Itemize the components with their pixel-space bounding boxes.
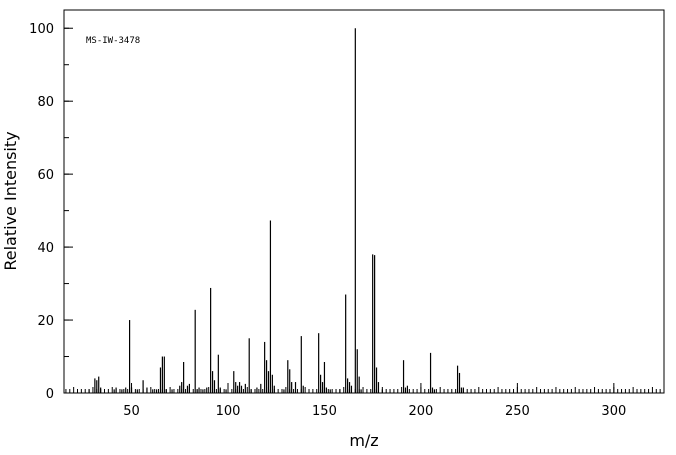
x-tick-label: 200: [408, 404, 433, 419]
y-tick-label: 20: [37, 314, 54, 329]
y-axis-label: Relative Intensity: [1, 131, 20, 270]
y-tick-label: 0: [46, 387, 54, 402]
plot-frame: [63, 9, 665, 394]
y-tick-label: 100: [29, 22, 54, 37]
y-tick-label: 40: [37, 241, 54, 256]
x-tick-label: 150: [312, 404, 337, 419]
y-tick-label: 60: [37, 168, 54, 183]
x-tick-label: 300: [601, 404, 626, 419]
y-tick-label: 80: [37, 95, 54, 110]
x-axis-label: m/z: [349, 431, 378, 450]
x-tick-label: 50: [123, 404, 140, 419]
x-tick-label: 250: [505, 404, 530, 419]
x-tick-label: 100: [216, 404, 241, 419]
annotation: MS-IW-3478: [86, 36, 140, 46]
